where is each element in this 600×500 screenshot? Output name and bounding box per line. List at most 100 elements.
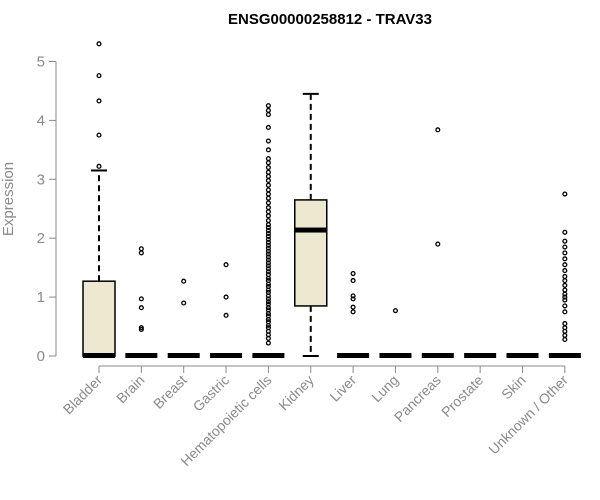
outlier-point (265, 138, 271, 144)
x-tick-label: Pancreas (391, 372, 444, 425)
outlier-point (138, 246, 144, 252)
outlier-point (265, 222, 271, 228)
outlier-point (138, 326, 144, 333)
outlier-point (562, 309, 568, 315)
outlier-point (265, 251, 271, 257)
outlier-point (265, 319, 271, 325)
x-tick-label: Breast (150, 372, 190, 412)
outlier-point (265, 217, 271, 224)
outlier-point (265, 160, 271, 166)
outlier-point (265, 187, 271, 193)
outlier-point (350, 296, 356, 302)
median-line (379, 353, 412, 358)
outlier-point (265, 239, 271, 245)
box-kidney (294, 92, 328, 357)
outlier-point (562, 282, 568, 288)
outlier-point (181, 300, 187, 306)
axes: 0 1 2 3 4 5 (37, 54, 566, 373)
y-tick-label: 5 (37, 54, 45, 71)
outlier-point (265, 289, 271, 295)
outlier-point (223, 312, 229, 318)
outlier-point (562, 250, 568, 256)
outlier-point (223, 262, 229, 268)
y-tick-label: 4 (37, 112, 45, 129)
median-line (252, 353, 285, 358)
y-tick-label: 2 (37, 230, 45, 247)
outlier-point (181, 278, 187, 284)
outlier-point (96, 163, 102, 169)
chart-title: ENSG00000258812 - TRAV33 (228, 11, 432, 28)
box-bladder (82, 41, 116, 358)
x-tick-label: Liver (326, 372, 359, 405)
x-tick-label: Unknown / Other (485, 372, 571, 458)
outlier-point (265, 272, 271, 278)
outlier-point (265, 111, 271, 118)
median-line (421, 353, 454, 358)
outlier-point (265, 230, 271, 237)
box-unknown-other (548, 191, 581, 358)
median-line (294, 227, 327, 233)
outlier-point (265, 340, 271, 346)
box-prostate (464, 353, 497, 358)
outlier-point (562, 291, 568, 297)
median-line (506, 353, 539, 358)
outlier-point (562, 321, 568, 327)
outlier-point (265, 263, 271, 269)
box-hematopoietic-cells (252, 103, 285, 358)
median-line (125, 353, 158, 358)
outlier-point (265, 124, 271, 131)
outlier-point (265, 242, 271, 248)
box-liver (337, 270, 370, 358)
outlier-point (265, 177, 271, 184)
outlier-point (265, 173, 271, 179)
outlier-point (265, 296, 271, 302)
outlier-point (265, 245, 271, 251)
box-lung (379, 308, 412, 358)
outlier-point (223, 294, 229, 300)
y-axis-label: Expression (0, 162, 17, 236)
median-line (464, 353, 497, 358)
outlier-point (265, 209, 271, 215)
outlier-point (138, 325, 144, 331)
outlier-point (265, 200, 271, 206)
outlier-point (392, 308, 399, 314)
outlier-point (562, 332, 568, 338)
outlier-point (265, 233, 271, 239)
y-tick-label: 1 (37, 289, 45, 306)
outlier-point (562, 325, 568, 331)
outlier-point (265, 299, 271, 305)
outlier-point (265, 182, 271, 188)
outlier-point (265, 195, 271, 201)
outlier-point (562, 191, 568, 197)
outlier-point (265, 164, 271, 171)
outlier-point (265, 213, 271, 219)
outlier-point (562, 336, 568, 343)
outlier-point (265, 205, 271, 211)
median-line (548, 353, 581, 358)
outlier-point (562, 256, 568, 262)
outlier-point (96, 132, 102, 138)
outlier-point (265, 248, 271, 254)
outlier-point (265, 269, 271, 275)
box-breast (167, 278, 200, 358)
outlier-point (96, 73, 102, 79)
outlier-point (562, 262, 568, 268)
outlier-point (562, 303, 568, 309)
y-tick-label: 0 (37, 348, 45, 365)
outlier-point (265, 227, 271, 234)
y-tick-label: 3 (37, 171, 45, 188)
outlier-point (265, 260, 271, 266)
outlier-point (562, 273, 568, 280)
box-pancreas (421, 127, 454, 358)
outlier-point (265, 156, 271, 162)
outlier-point (350, 304, 356, 310)
x-tick-label: Kidney (275, 372, 317, 414)
outlier-point (350, 309, 356, 315)
outlier-point (265, 107, 271, 113)
box-brain (125, 246, 158, 358)
median-line (83, 353, 115, 358)
outlier-point (562, 278, 568, 284)
outlier-point (562, 268, 568, 274)
box-skin (506, 353, 539, 358)
outlier-point (265, 169, 271, 175)
